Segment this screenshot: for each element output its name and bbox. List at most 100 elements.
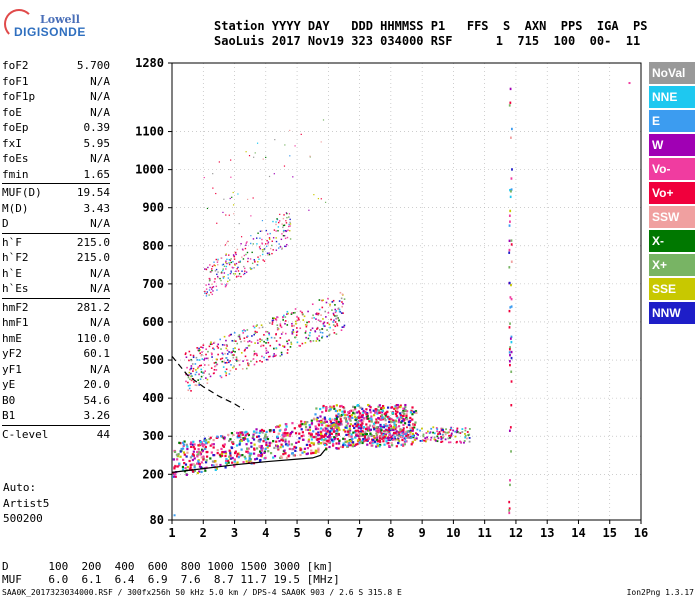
- echo-point: [286, 236, 289, 239]
- echo-point: [388, 438, 392, 442]
- echo-point: [325, 409, 328, 412]
- echo-point: [361, 441, 364, 445]
- echo-point: [317, 424, 321, 427]
- param-row: foF2 5.700: [2, 58, 110, 74]
- echo-point: [301, 342, 304, 345]
- echo-point: [195, 384, 198, 387]
- echo-point: [197, 451, 200, 454]
- echo-point: [199, 441, 202, 445]
- echo-point: [354, 415, 357, 418]
- echo-point: [359, 434, 362, 437]
- echo-point: [249, 453, 252, 457]
- echo-point: [308, 424, 311, 427]
- echo-point: [283, 214, 285, 216]
- echo-point: [377, 421, 380, 424]
- echo-point: [209, 457, 212, 460]
- echo-point: [380, 411, 384, 414]
- echo-point: [228, 262, 231, 264]
- echo-point: [187, 384, 190, 387]
- echo-point: [212, 454, 215, 457]
- echo-point: [261, 248, 264, 251]
- echo-point: [247, 340, 249, 343]
- echo-point: [344, 443, 347, 447]
- echo-point: [263, 340, 265, 343]
- echo-point: [308, 321, 310, 323]
- legend-item-ssw: SSW: [649, 206, 695, 228]
- echo-point: [320, 427, 323, 430]
- echo-point: [225, 260, 227, 262]
- echo-point: [378, 440, 381, 442]
- echo-point: [253, 156, 255, 158]
- echo-point: [321, 418, 325, 421]
- echo-point: [373, 435, 376, 438]
- echo-point: [338, 423, 341, 426]
- echo-point: [399, 431, 402, 434]
- x-tick-label: 4: [262, 526, 269, 540]
- echo-point: [401, 434, 404, 438]
- echo-point: [347, 415, 350, 418]
- echo-point: [341, 293, 344, 296]
- echo-point: [333, 430, 336, 433]
- echo-point: [295, 334, 298, 337]
- echo-point: [464, 433, 466, 435]
- param-value: N/A: [90, 282, 110, 295]
- echo-point: [335, 430, 338, 433]
- echo-point: [310, 452, 313, 455]
- echo-point: [196, 347, 198, 349]
- echo-point: [468, 437, 471, 439]
- echo-point: [230, 270, 232, 272]
- echo-point: [455, 431, 458, 434]
- echo-point: [377, 429, 381, 433]
- echo-point: [215, 285, 218, 288]
- echo-point: [285, 230, 287, 233]
- echo-point: [400, 443, 403, 446]
- echo-point: [205, 450, 208, 454]
- echo-point: [468, 428, 471, 430]
- echo-point: [211, 460, 215, 463]
- echo-point: [211, 268, 213, 270]
- echo-point: [394, 426, 397, 429]
- echo-point: [275, 333, 277, 335]
- param-value: 44: [96, 427, 110, 441]
- echo-point: [221, 264, 224, 266]
- echo-point: [342, 405, 345, 409]
- echo-point: [326, 430, 329, 433]
- echo-point: [216, 222, 218, 224]
- echo-point: [392, 433, 395, 436]
- echo-point: [229, 360, 231, 362]
- echo-point: [271, 244, 273, 247]
- y-tick-label: 700: [142, 277, 164, 291]
- echo-point: [263, 356, 265, 359]
- echo-point: [269, 322, 271, 324]
- echo-point: [399, 405, 402, 409]
- echo-point: [412, 435, 415, 439]
- echo-point: [312, 340, 315, 342]
- echo-point: [388, 430, 391, 433]
- echo-point: [242, 461, 245, 464]
- echo-point: [303, 315, 306, 318]
- echo-point: [213, 341, 216, 344]
- interference-point: [509, 479, 511, 482]
- echo-point: [183, 453, 186, 456]
- echo-point: [256, 339, 259, 342]
- echo-point: [358, 430, 361, 433]
- echo-point: [254, 152, 256, 154]
- echo-point: [223, 443, 226, 446]
- echo-point: [279, 446, 282, 449]
- echo-point: [360, 419, 363, 422]
- echo-point: [289, 431, 293, 435]
- echo-point: [437, 433, 439, 436]
- echo-point: [232, 356, 235, 359]
- echo-point: [338, 409, 341, 412]
- echo-point: [278, 343, 281, 346]
- echo-point: [277, 328, 280, 330]
- echo-point: [350, 409, 353, 412]
- echo-point: [367, 435, 370, 438]
- echo-point: [181, 447, 185, 450]
- echo-point: [225, 372, 228, 374]
- echo-point: [281, 331, 284, 334]
- echo-point: [304, 341, 307, 344]
- echo-point: [345, 426, 349, 429]
- echo-point: [341, 326, 344, 328]
- echo-point: [240, 275, 242, 278]
